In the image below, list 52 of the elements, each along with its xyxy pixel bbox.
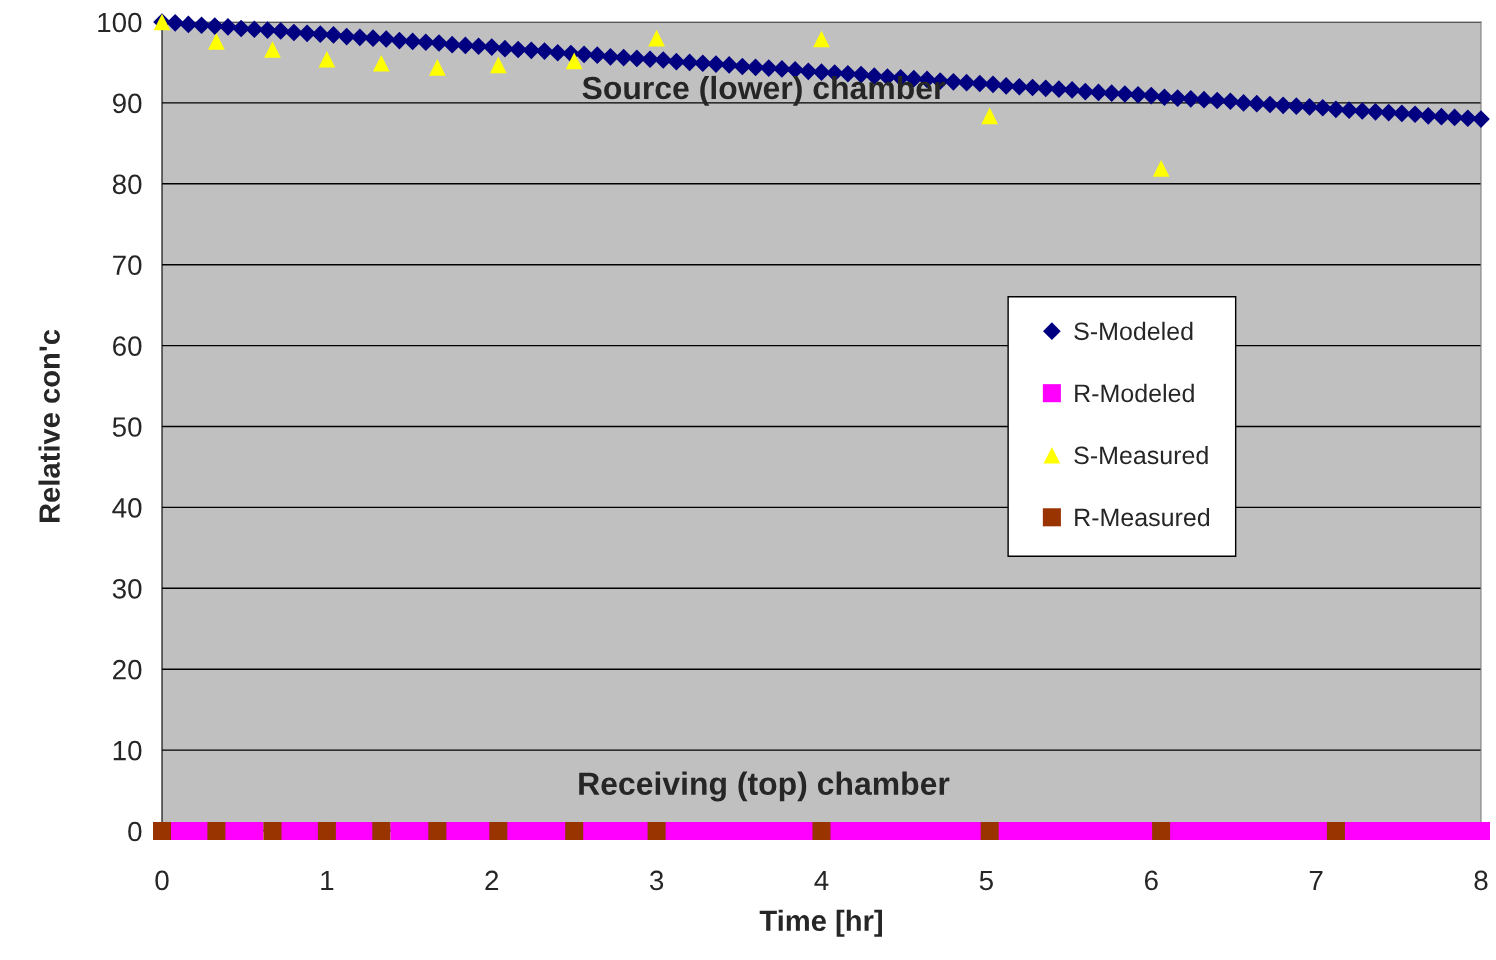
point [981,107,999,125]
x-tick-label: 0 [155,870,169,891]
x-tick-label: 1 [321,870,334,891]
point [812,821,831,841]
point [647,821,666,841]
point [264,41,281,58]
y-tick-label: 50 [112,417,142,437]
x-tick-label: 8 [1474,870,1488,891]
point [428,821,447,841]
point [1152,160,1170,177]
point [372,821,391,841]
y-tick-label: 10 [113,740,142,761]
y-tick-label: 80 [112,174,142,195]
x-axis-title: Time [hr] [759,909,882,937]
legend-label: S-Measured [1074,445,1208,465]
legend-label: R-Modeled [1075,383,1194,403]
point [813,30,830,48]
y-tick-label: 90 [112,93,142,114]
point [565,52,583,70]
annotation: Source (lower) chamber [582,75,945,106]
y-tick-label: 0 [128,821,142,842]
point [490,56,507,74]
y-tick-label: 60 [113,336,142,356]
point [1152,821,1171,841]
legend-label: R-Measured [1075,507,1210,527]
y-axis-title: Relative con'c [38,329,60,523]
point [565,821,584,841]
x-tick-label: 2 [485,870,499,891]
point [372,54,390,72]
x-tick-label: 7 [1309,870,1323,891]
y-tick-label: 100 [98,12,142,33]
point [429,58,446,76]
x-tick-label: 6 [1144,870,1158,891]
point [263,821,282,841]
point [152,821,172,841]
point [318,50,336,68]
y-tick-label: 30 [112,578,142,599]
point [208,33,225,50]
point [489,821,508,841]
point [648,29,665,47]
x-tick-label: 5 [979,870,993,891]
x-tick-label: 3 [649,870,664,891]
point [1326,821,1345,841]
y-tick-label: 40 [112,498,142,518]
point [207,821,226,841]
y-tick-label: 70 [113,255,142,276]
y-tick-label: 20 [113,659,142,680]
annotation: Receiving (top) chamber [579,771,950,802]
x-tick-label: 4 [814,870,829,891]
legend-label: S-Modeled [1074,321,1193,341]
point [980,821,999,841]
point [317,821,336,841]
